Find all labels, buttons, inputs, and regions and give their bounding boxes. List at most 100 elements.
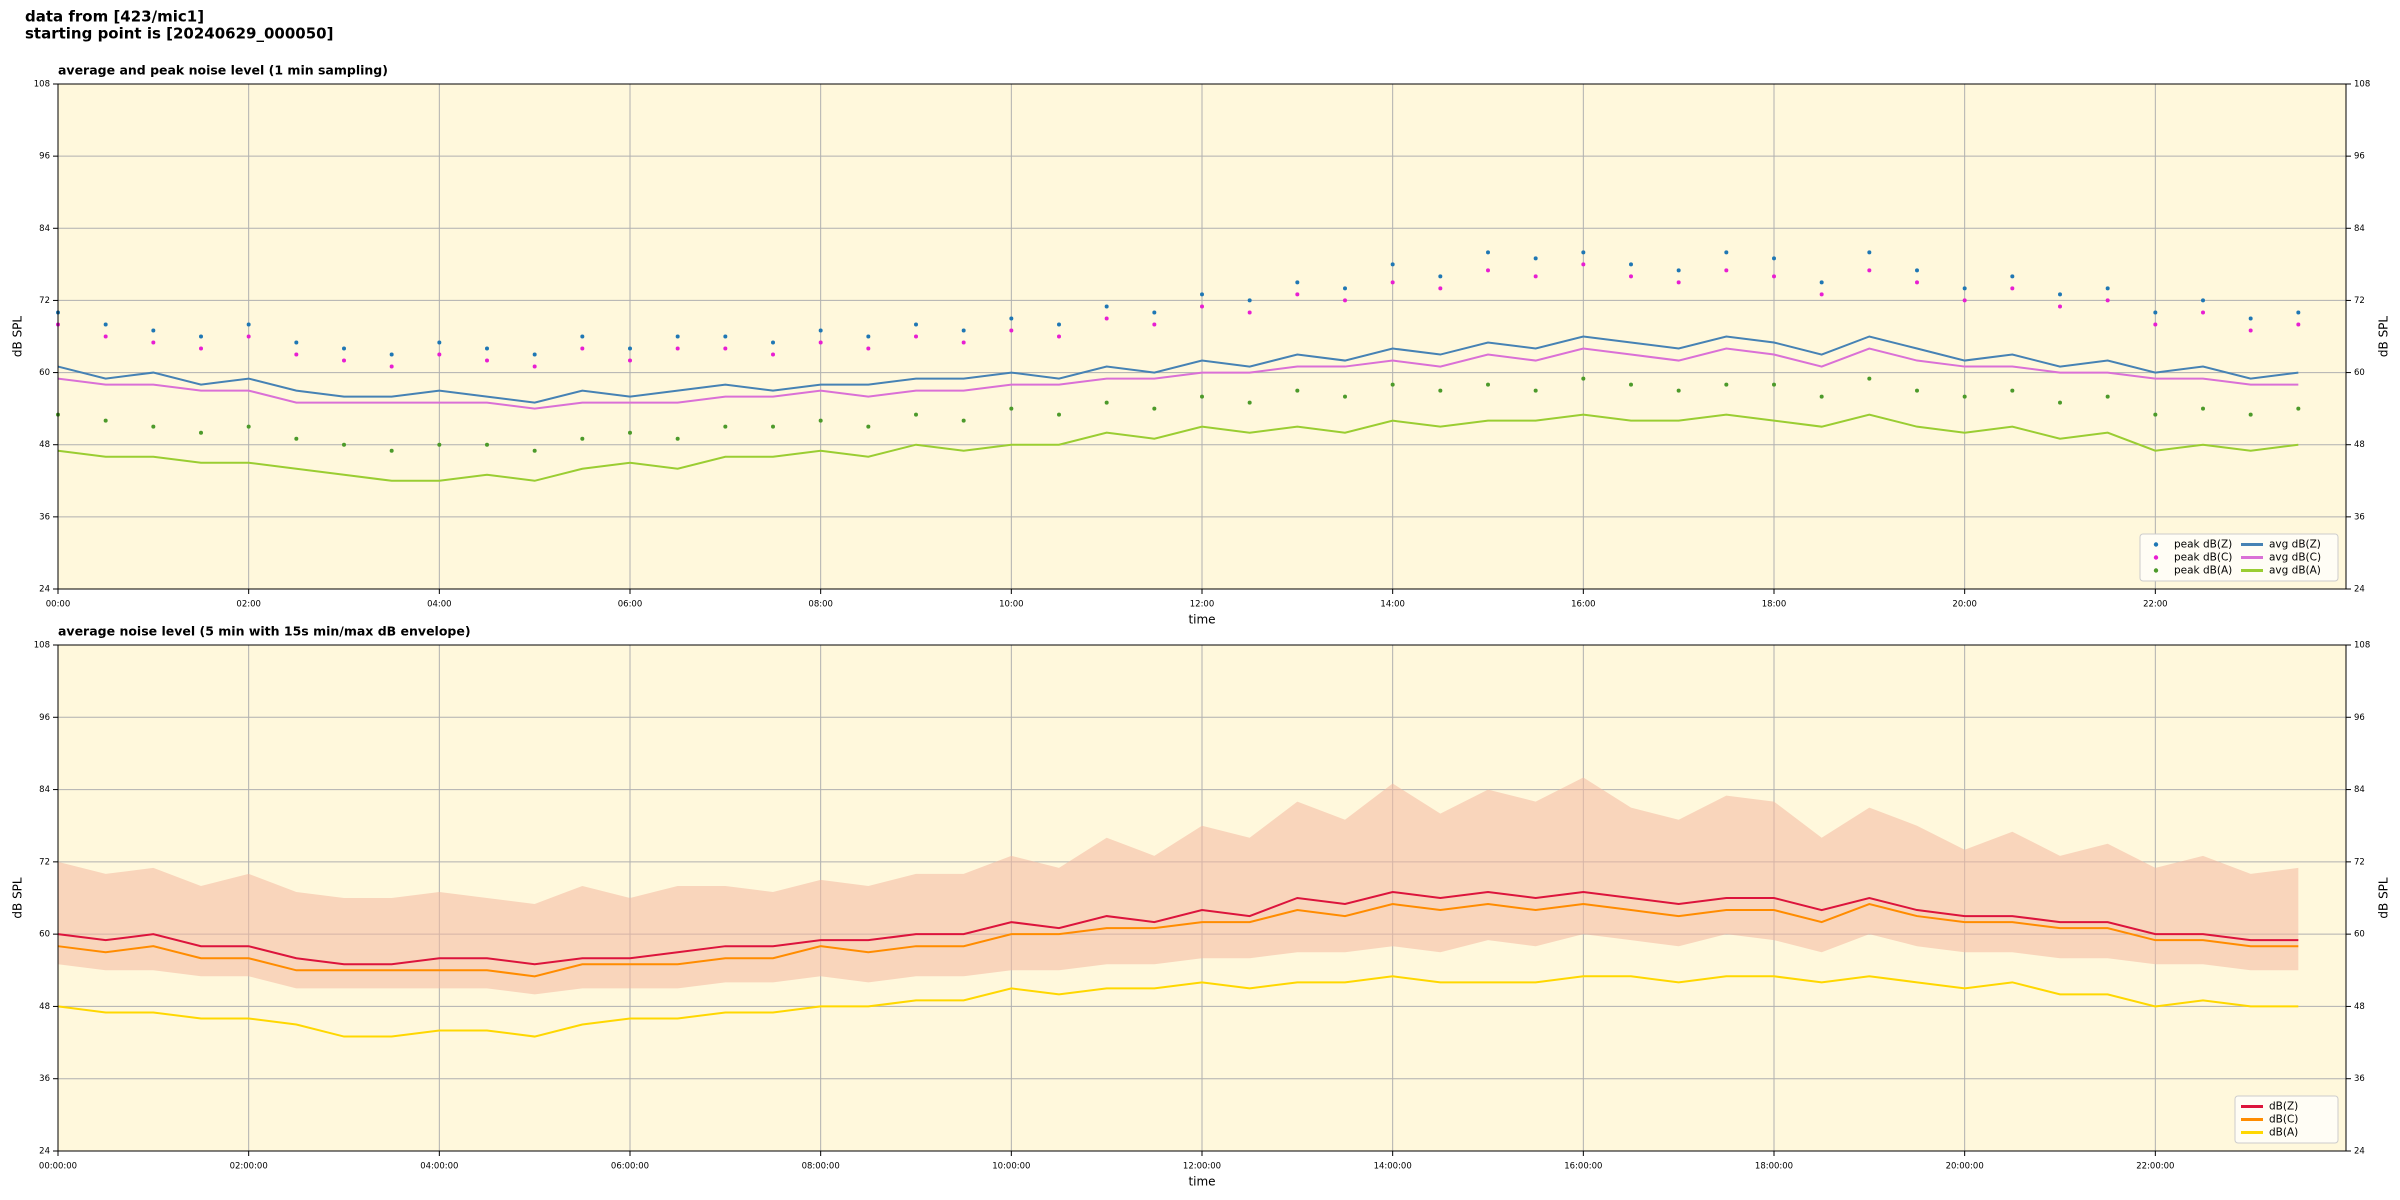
y-tick-label: 108	[34, 641, 50, 651]
peak-dot	[1724, 382, 1729, 387]
x-tick-label: 04:00:00	[420, 1162, 458, 1172]
series-line	[57, 335, 2299, 404]
legend-label: avg dB(C)	[2269, 552, 2321, 564]
peak-dot	[246, 334, 251, 339]
x-tick-label: 04:00	[427, 600, 452, 610]
peak-dot	[818, 340, 823, 345]
peak-dot	[1200, 394, 1204, 399]
y2-tick-label: 60	[2354, 368, 2365, 378]
peak-dot	[2058, 400, 2062, 405]
peak-dot	[2296, 406, 2301, 411]
y-tick-label: 96	[39, 152, 50, 162]
peak-dot	[1057, 412, 1061, 417]
peak-dot	[2058, 292, 2062, 297]
peak-dot	[532, 352, 537, 357]
peak-dot	[1772, 256, 1776, 261]
peak-dot	[294, 436, 299, 441]
legend-label: dB(Z)	[2269, 1101, 2298, 1113]
peak-dot	[2010, 286, 2015, 291]
x-axis-label: time	[1188, 1175, 1215, 1189]
x-tick-label: 02:00:00	[230, 1162, 268, 1172]
peak-dot	[1915, 388, 1919, 393]
plot-frame	[57, 83, 2347, 590]
peak-dot	[723, 424, 728, 429]
peak-dot	[628, 358, 632, 363]
peak-dot	[389, 364, 394, 369]
x-tick-label: 00:00:00	[39, 1162, 77, 1172]
legend-label: dB(C)	[2269, 1114, 2298, 1126]
peak-dot	[103, 334, 108, 339]
y2-tick-label: 72	[2354, 857, 2365, 867]
x-tick-label: 00:00	[46, 600, 71, 610]
chart-title: average noise level (5 min with 15s min/…	[58, 624, 471, 639]
peak-dot	[1152, 322, 1157, 327]
x-tick-label: 10:00	[999, 600, 1024, 610]
peak-dot	[1629, 382, 1633, 387]
y2-tick-label: 96	[2354, 152, 2365, 162]
peak-dot	[1247, 310, 1252, 315]
legend-label: avg dB(Z)	[2269, 539, 2321, 551]
y-tick-label: 72	[39, 296, 50, 306]
peak-dot	[914, 334, 918, 339]
y-tick-label: 84	[39, 785, 50, 795]
peak-dot	[1486, 250, 1490, 255]
peak-dot	[485, 346, 489, 351]
peak-dot	[103, 418, 108, 423]
y-tick-label: 24	[39, 585, 50, 595]
peak-dot	[1676, 388, 1681, 393]
peak-dot	[199, 334, 203, 339]
x-tick-label: 12:00	[1190, 600, 1215, 610]
y2-tick-label: 60	[2354, 930, 2365, 940]
peak-dot	[675, 346, 680, 351]
envelope-area	[58, 777, 2299, 995]
peak-dot	[151, 424, 156, 429]
peak-dot	[2201, 406, 2205, 411]
x-tick-label: 16:00	[1571, 600, 1596, 610]
peak-dot	[437, 340, 442, 345]
peak-dot	[1057, 334, 1061, 339]
peak-dot	[961, 328, 966, 333]
peak-dot	[2201, 310, 2205, 315]
peak-dot	[771, 424, 775, 429]
peak-dot	[2153, 322, 2158, 327]
y-tick-label: 72	[39, 857, 50, 867]
x-tick-label: 16:00:00	[1564, 1162, 1602, 1172]
x-tick-label: 22:00	[2143, 600, 2168, 610]
peak-dot	[771, 340, 775, 345]
peak-dot	[1438, 286, 1443, 291]
peak-dot	[914, 412, 918, 417]
legend-label: avg dB(A)	[2269, 565, 2321, 577]
peak-dot	[1915, 268, 1919, 273]
y-tick-label: 36	[39, 1074, 50, 1084]
peak-dot	[1343, 286, 1347, 291]
legend-label: dB(A)	[2269, 1127, 2298, 1139]
y2-tick-label: 84	[2354, 224, 2365, 234]
x-tick-label: 14:00:00	[1374, 1162, 1412, 1172]
peak-dot	[628, 430, 632, 435]
x-tick-label: 18:00:00	[1755, 1162, 1793, 1172]
peak-dot	[1247, 400, 1252, 405]
peak-dot	[2058, 304, 2062, 309]
peak-dot	[2296, 322, 2301, 327]
peak-dot	[2248, 316, 2253, 321]
peak-dot	[2248, 328, 2253, 333]
y2-axis-label: dB SPL	[2377, 877, 2391, 919]
series-line	[57, 413, 2299, 482]
peak-dot	[1295, 280, 1300, 285]
peak-dot	[1057, 322, 1061, 327]
peak-dot	[1247, 298, 1252, 303]
peak-dot	[1724, 250, 1729, 255]
y-tick-label: 96	[39, 713, 50, 723]
y-axis-label: dB SPL	[11, 316, 25, 358]
peak-dot	[1009, 328, 1014, 333]
peak-dot	[532, 364, 537, 369]
series-line	[57, 902, 2299, 978]
x-tick-label: 06:00	[618, 600, 643, 610]
peak-dot	[1581, 262, 1586, 267]
peak-dot	[2153, 412, 2158, 417]
peak-dot	[1724, 268, 1729, 273]
peak-dot	[1772, 382, 1776, 387]
peak-dot	[961, 340, 966, 345]
y2-tick-label: 48	[2354, 440, 2365, 450]
peak-dot	[1676, 280, 1681, 285]
